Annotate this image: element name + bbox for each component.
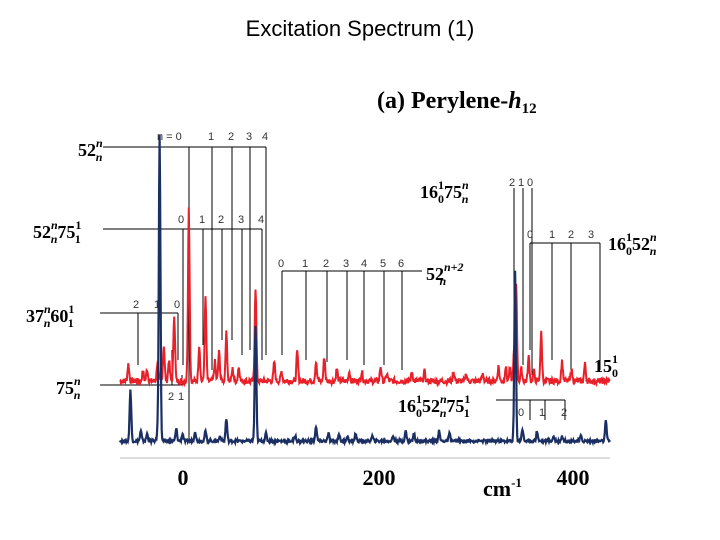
mark-label: 2 — [509, 177, 515, 189]
mark-label: 1 — [302, 258, 308, 270]
mark-label: 0 — [518, 407, 524, 419]
x-axis-label: cm-1 — [483, 475, 522, 501]
mark-label: 1 — [549, 229, 555, 241]
mark-label: 3 — [343, 258, 349, 270]
label-52n2: 52n+2 n — [426, 260, 464, 288]
mark-label: 2 — [561, 407, 567, 419]
label-37-60: 37n n601 1 — [26, 302, 74, 330]
mark-label: 1 — [199, 214, 205, 226]
x-tick-label: 0 — [178, 465, 189, 490]
blue-spectrum-trace — [118, 134, 611, 447]
label-75n: 75n n — [56, 374, 81, 402]
panel-title: (a) Perylene-h12 — [377, 88, 537, 117]
mark-label: 0 — [178, 214, 184, 226]
mark-label: 3 — [588, 229, 594, 241]
mark-label: 4 — [262, 131, 268, 143]
mark-label: 3 — [246, 131, 252, 143]
progression-labels: 52n n 52n n751 1 37n n601 1 75n n 161 075n n 161… — [26, 136, 657, 420]
label-16-52: 161 052n n — [608, 230, 657, 258]
mark-label: 4 — [258, 214, 264, 226]
slide-title: Excitation Spectrum (1) — [245, 16, 475, 41]
label-52n: 52n n — [78, 136, 103, 164]
mark-label: 2 — [133, 299, 139, 311]
label-15: 151 0 — [594, 352, 618, 380]
assignment-lines — [100, 146, 601, 440]
mark-label: 2 — [218, 214, 224, 226]
mark-label: 0 — [174, 299, 180, 311]
label-16-75: 161 075n n — [420, 178, 469, 206]
mark-label: 1 — [539, 407, 545, 419]
mark-label: 2 — [323, 258, 329, 270]
mark-label: 1 — [518, 177, 524, 189]
mark-label: 3 — [238, 214, 244, 226]
red-spectrum-trace — [119, 207, 611, 388]
x-tick-label: 200 — [363, 465, 396, 490]
x-tick-label: 400 — [557, 465, 590, 490]
mark-labels: n = 0 1 2 3 4 0 1 2 3 4 2 1 0 2 1 2 1 0 … — [133, 131, 594, 419]
mark-label: 1 — [154, 299, 160, 311]
mark-label: 2 — [228, 131, 234, 143]
mark-label: 1 — [178, 391, 184, 403]
mark-label: 5 — [380, 258, 386, 270]
mark-label: 0 — [278, 258, 284, 270]
label-16-52-75: 161 052n n751 1 — [398, 392, 470, 420]
mark-label: 4 — [361, 258, 367, 270]
label-52-75: 52n n751 1 — [33, 218, 81, 246]
mark-label: n = 0 — [157, 131, 182, 143]
mark-label: 2 — [168, 391, 174, 403]
mark-label: 0 — [527, 177, 533, 189]
mark-label: 1 — [208, 131, 214, 143]
mark-label: 2 — [568, 229, 574, 241]
mark-label: 6 — [398, 258, 404, 270]
mark-label: 0 — [527, 229, 533, 241]
